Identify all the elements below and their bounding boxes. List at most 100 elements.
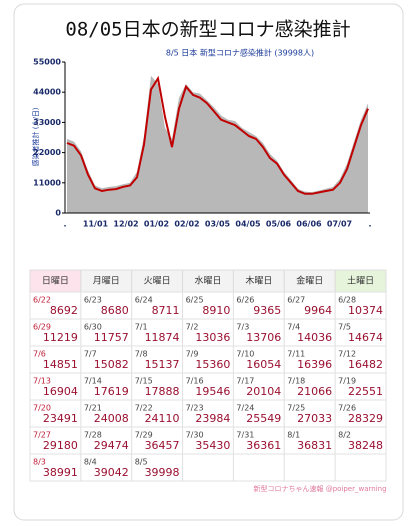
x-tick-label: 07/07 (327, 220, 352, 229)
calendar-cell (232, 399, 285, 428)
cell-date: 7/15 (135, 377, 153, 386)
cell-value: 39042 (94, 466, 129, 479)
calendar-cell (232, 318, 285, 347)
cell-date: 8/3 (33, 458, 46, 467)
trend-line (66, 75, 369, 195)
weekday-header: 水曜日 (194, 275, 221, 287)
calendar-cell (29, 399, 82, 428)
cell-value: 8711 (152, 304, 180, 317)
cell-date: 6/30 (84, 323, 102, 332)
cell-value: 8910 (202, 304, 230, 317)
cell-value: 16054 (246, 358, 281, 371)
cell-date: 8/2 (338, 431, 351, 440)
cell-date: 8/1 (287, 431, 300, 440)
cell-value: 17619 (94, 385, 129, 398)
x-tick-label: 03/05 (205, 220, 231, 229)
cell-value: 13706 (246, 331, 281, 344)
cell-date: 7/1 (135, 323, 148, 332)
calendar-cell (29, 453, 82, 482)
y-tick-label: 22000 (33, 148, 61, 157)
cell-value: 20104 (246, 385, 281, 398)
y-tick-label: 55000 (33, 58, 61, 67)
cell-date: 7/2 (186, 323, 199, 332)
cell-date: 7/21 (84, 404, 102, 413)
cell-value: 27033 (297, 412, 332, 425)
cell-value: 38991 (43, 466, 78, 479)
cell-value: 39998 (145, 466, 180, 479)
calendar-cell (182, 399, 234, 428)
cell-date: 6/23 (84, 296, 102, 305)
cell-value: 36831 (297, 439, 332, 452)
cell-date: 7/14 (84, 377, 102, 386)
y-axis-label: 感染者推計 (人/日) (31, 107, 40, 166)
x-tick-label: 02/02 (174, 220, 199, 229)
cell-value: 13036 (195, 331, 230, 344)
calendar-cell (182, 291, 234, 320)
cell-date: 7/25 (287, 404, 305, 413)
cell-value: 36457 (145, 439, 180, 452)
cell-date: 7/29 (135, 431, 153, 440)
cell-date: 7/23 (186, 404, 204, 413)
chart-title: 8/5 日本 新型コロナ感染推計 (39998人) (166, 48, 314, 58)
cell-date: 7/27 (33, 431, 51, 440)
calendar-cell (131, 426, 184, 455)
cell-date: 7/13 (33, 377, 51, 386)
calendar-cell (232, 291, 285, 320)
calendar-cell (334, 291, 387, 320)
calendar-cell (334, 318, 387, 347)
x-tick-label: 11/01 (83, 220, 109, 229)
cell-value: 8692 (50, 304, 78, 317)
cell-value: 9365 (253, 304, 281, 317)
cell-date: 6/29 (33, 323, 51, 332)
x-tick-label: 05/06 (266, 220, 292, 229)
cell-value: 23984 (195, 412, 230, 425)
daily-area (67, 75, 368, 213)
weekday-header: 木曜日 (245, 275, 272, 287)
cell-date: 6/25 (186, 296, 204, 305)
y-tick-label: 11000 (33, 178, 61, 187)
cell-value: 35430 (195, 439, 230, 452)
cell-value: 14851 (43, 358, 78, 371)
calendar-cell (131, 318, 184, 347)
cell-value: 11219 (43, 331, 78, 344)
footer: 新型コロナちゃん速報 @poiper_warning (253, 484, 386, 493)
cell-value: 19546 (195, 385, 230, 398)
x-tick-label: 04/05 (235, 220, 261, 229)
cell-value: 16396 (297, 358, 332, 371)
calendar-cell (131, 399, 184, 428)
cell-date: 7/8 (135, 350, 148, 359)
cell-date: 6/22 (33, 296, 51, 305)
cell-date: 8/5 (135, 458, 148, 467)
weekday-header: 火曜日 (144, 276, 171, 287)
x-tick-label: 01/02 (144, 220, 169, 229)
cell-value: 16482 (348, 358, 383, 371)
calendar-cell (80, 399, 133, 428)
cell-value: 29474 (94, 439, 129, 452)
cell-date: 7/20 (33, 404, 51, 413)
calendar-cell (182, 318, 234, 347)
calendar-cell (232, 426, 285, 455)
x-tick-label: 12/02 (113, 220, 138, 229)
calendar-cell (80, 426, 133, 455)
calendar-cell (283, 453, 336, 482)
cell-date: 7/7 (84, 350, 97, 359)
weekday-header: 金曜日 (296, 275, 323, 287)
cell-value: 9964 (304, 304, 332, 317)
calendar-cell (182, 453, 234, 482)
cell-value: 15082 (94, 358, 129, 371)
cell-value: 23491 (43, 412, 78, 425)
cell-value: 11874 (145, 331, 180, 344)
cell-date: 8/4 (84, 458, 97, 467)
cell-date: 6/27 (287, 296, 305, 305)
cell-date: 7/3 (236, 323, 249, 332)
cell-date: 7/22 (135, 404, 153, 413)
cell-value: 29180 (43, 439, 78, 452)
calendar-cell (283, 426, 336, 455)
cell-date: 7/28 (84, 431, 102, 440)
cell-date: 7/24 (236, 404, 254, 413)
calendar-cell (80, 345, 133, 374)
cell-date: 6/24 (135, 296, 153, 305)
cell-value: 10374 (348, 304, 383, 317)
cell-date: 7/9 (186, 350, 199, 359)
